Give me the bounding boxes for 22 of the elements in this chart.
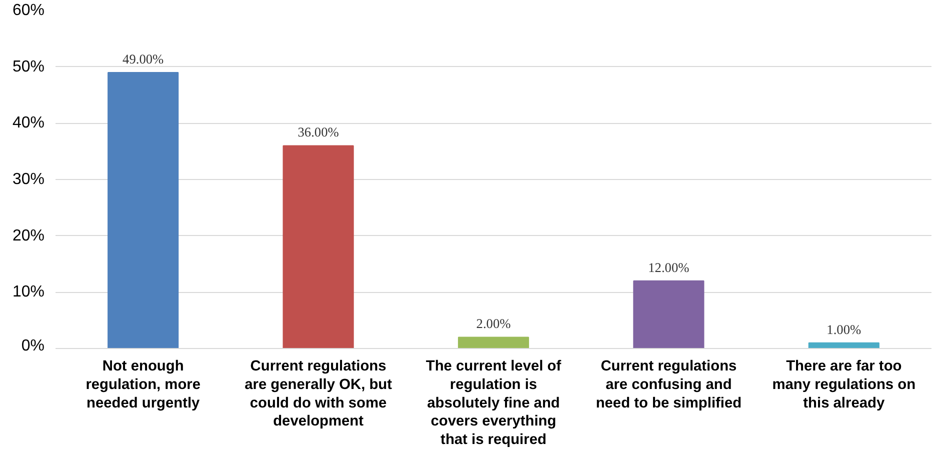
- y-tick-label: 60%: [12, 2, 45, 19]
- data-label: 36.00%: [298, 124, 339, 140]
- y-tick-label: 10%: [12, 284, 45, 301]
- y-tick-label: 20%: [12, 227, 45, 244]
- y-tick-label: 40%: [12, 114, 45, 132]
- x-tick-label: Current regulations are generally OK, but could do with some development: [244, 358, 392, 430]
- y-tick-label: 30%: [12, 171, 45, 188]
- data-label: 1.00%: [826, 322, 862, 337]
- x-tick-label: Current regulations are confusing and need to be simplified: [596, 358, 742, 412]
- data-label: 2.00%: [476, 316, 511, 332]
- bar: [108, 72, 179, 348]
- y-tick-label: 0%: [21, 338, 44, 354]
- data-label: 12.00%: [648, 260, 690, 275]
- x-tick-label: Not enough regulation, more needed urgently: [86, 358, 201, 412]
- x-tick-label: There are far too many regulations on this already: [772, 358, 916, 412]
- y-tick-label: 50%: [12, 58, 45, 76]
- bar: [633, 280, 704, 348]
- bar: [808, 342, 880, 348]
- bar: [458, 336, 530, 348]
- bar: [282, 145, 354, 348]
- data-label: 49.00%: [122, 51, 164, 66]
- x-tick-label: The current level of regulation is absolutely fine and covers everything that is required: [426, 358, 562, 448]
